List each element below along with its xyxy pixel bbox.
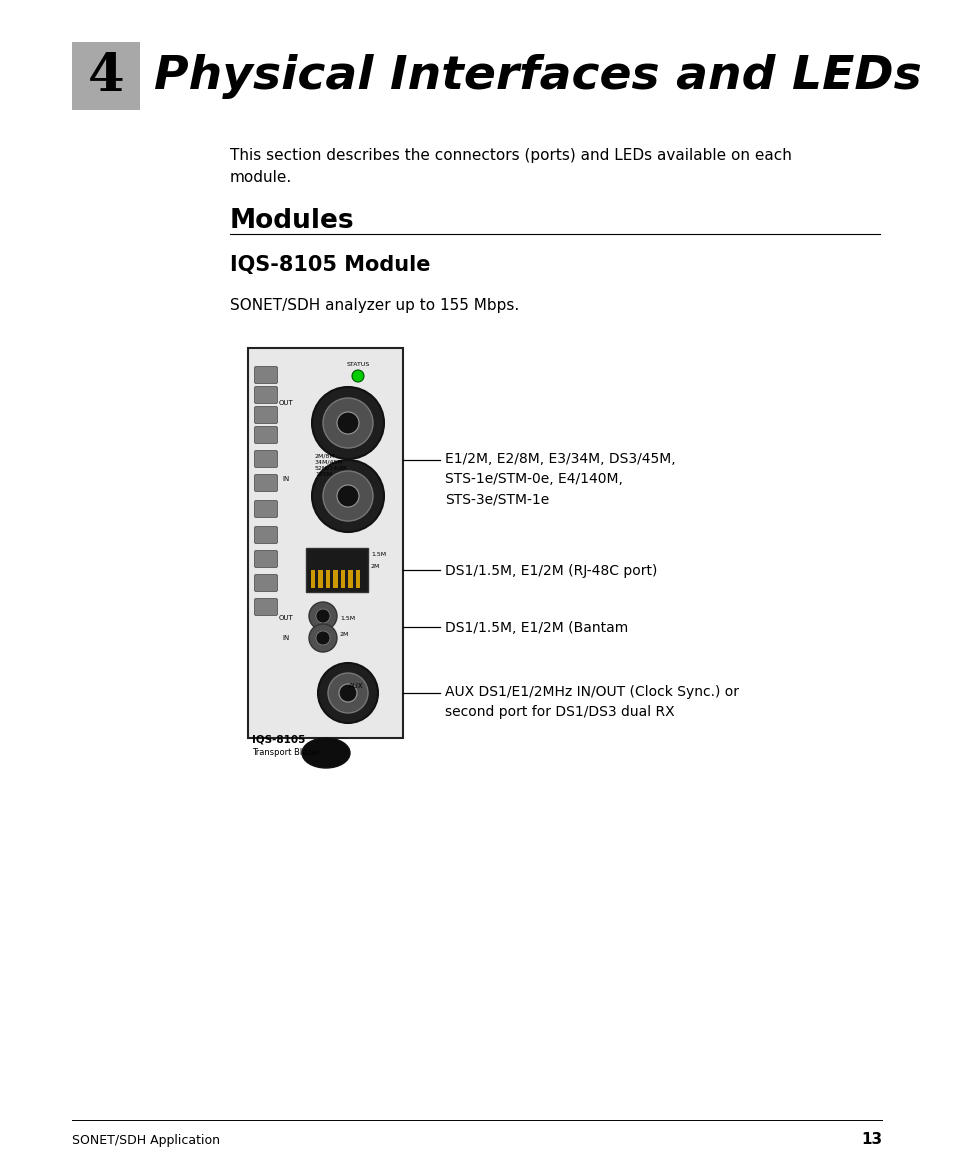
Text: SONET/SDH analyzer up to 155 Mbps.: SONET/SDH analyzer up to 155 Mbps. — [230, 298, 518, 313]
Bar — [311, 570, 315, 588]
Text: OUT: OUT — [278, 615, 294, 621]
Text: 1.5M: 1.5M — [339, 615, 355, 620]
Circle shape — [309, 624, 336, 653]
Circle shape — [312, 460, 384, 532]
Bar — [248, 348, 402, 738]
FancyBboxPatch shape — [254, 598, 277, 615]
Text: AUX DS1/E1/2MHz IN/OUT (Clock Sync.) or
second port for DS1/DS3 dual RX: AUX DS1/E1/2MHz IN/OUT (Clock Sync.) or … — [444, 685, 739, 719]
Text: AUX: AUX — [349, 683, 364, 688]
Text: DS1/1.5M, E1/2M (RJ-48C port): DS1/1.5M, E1/2M (RJ-48C port) — [444, 564, 657, 578]
Circle shape — [352, 370, 364, 382]
Text: This section describes the connectors (ports) and LEDs available on each
module.: This section describes the connectors (p… — [230, 148, 791, 185]
Text: 2M: 2M — [339, 632, 349, 636]
Text: 2M: 2M — [371, 563, 380, 569]
FancyBboxPatch shape — [254, 551, 277, 568]
FancyBboxPatch shape — [254, 427, 277, 444]
Circle shape — [309, 602, 336, 630]
Circle shape — [328, 673, 368, 713]
Text: IQS-8105 Module: IQS-8105 Module — [230, 255, 430, 275]
Circle shape — [336, 484, 358, 506]
Text: DS1/1.5M, E1/2M (Bantam: DS1/1.5M, E1/2M (Bantam — [444, 621, 628, 635]
Circle shape — [323, 398, 373, 449]
Bar — [306, 548, 368, 592]
Text: SONET/SDH Application: SONET/SDH Application — [71, 1134, 220, 1147]
Circle shape — [317, 663, 377, 723]
Circle shape — [323, 471, 373, 522]
Circle shape — [336, 411, 358, 433]
Bar — [318, 570, 323, 588]
Bar — [348, 570, 353, 588]
Text: 4: 4 — [88, 51, 124, 102]
Text: IN: IN — [282, 635, 290, 641]
Text: IQS-8105: IQS-8105 — [252, 735, 305, 745]
Text: E1/2M, E2/8M, E3/34M, DS3/45M,
STS-1e/STM-0e, E4/140M,
STS-3e/STM-1e: E1/2M, E2/8M, E3/34M, DS3/45M, STS-1e/ST… — [444, 452, 675, 506]
FancyBboxPatch shape — [254, 407, 277, 423]
FancyBboxPatch shape — [254, 501, 277, 518]
FancyBboxPatch shape — [254, 386, 277, 403]
FancyBboxPatch shape — [254, 474, 277, 491]
Circle shape — [338, 684, 356, 702]
Bar — [355, 570, 360, 588]
Bar — [71, 42, 140, 110]
Text: Transport Blazer: Transport Blazer — [252, 748, 320, 757]
Text: 2M/8M
34M/45M
52M/140M
155M: 2M/8M 34M/45M 52M/140M 155M — [314, 453, 347, 476]
Text: OUT: OUT — [278, 400, 294, 406]
Ellipse shape — [302, 738, 350, 768]
FancyBboxPatch shape — [254, 451, 277, 467]
Text: 1.5M: 1.5M — [371, 552, 386, 556]
Text: Physical Interfaces and LEDs: Physical Interfaces and LEDs — [153, 53, 921, 99]
Bar — [334, 570, 337, 588]
Circle shape — [315, 630, 330, 646]
Bar — [326, 570, 330, 588]
Text: IN: IN — [282, 476, 290, 482]
Text: STATUS: STATUS — [346, 362, 369, 367]
Text: Modules: Modules — [230, 207, 355, 234]
Circle shape — [312, 387, 384, 459]
FancyBboxPatch shape — [254, 575, 277, 591]
Bar — [340, 570, 345, 588]
FancyBboxPatch shape — [254, 526, 277, 544]
Text: 13: 13 — [860, 1132, 882, 1147]
Circle shape — [315, 608, 330, 624]
FancyBboxPatch shape — [254, 366, 277, 384]
